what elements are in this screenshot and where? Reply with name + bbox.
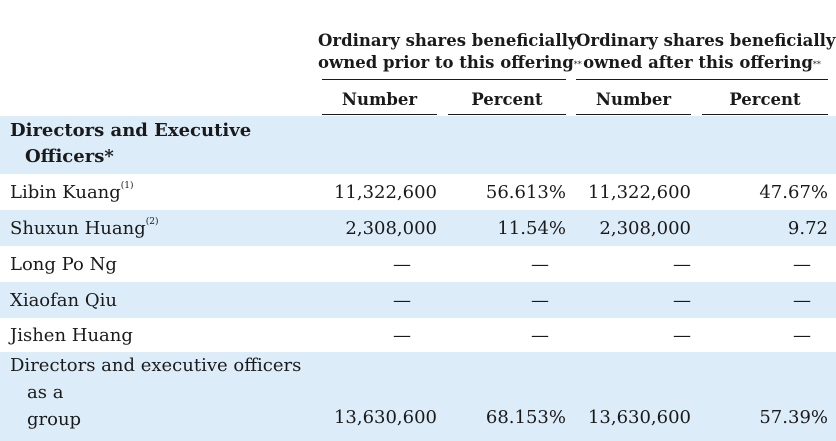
cell-number-prior: 2,308,000: [345, 218, 437, 239]
cell-percent-after: 47.67%: [759, 182, 828, 203]
group-header-after: Ordinary shares beneficially owned after…: [576, 30, 836, 74]
table-row: Xiaofan Qiu — — — —: [0, 282, 836, 318]
cell-number-after: —: [673, 290, 691, 311]
cell-percent-after: 9.72: [787, 218, 828, 239]
cell-number-after: —: [673, 254, 691, 275]
col-header-number-after-rule: [576, 114, 691, 115]
row-name: Long Po Ng: [10, 254, 117, 275]
cell-number-after: 2,308,000: [599, 218, 691, 239]
cell-percent-prior: 56.613%: [485, 182, 566, 203]
table-row: Libin Kuang(1) 11,322,600 56.613% 11,322…: [0, 174, 836, 210]
cell-percent-prior: 11.54%: [497, 218, 566, 239]
cell-percent-prior: —: [531, 325, 549, 346]
cell-percent-after: 57.39%: [759, 407, 828, 428]
row-name: Libin Kuang(1): [10, 181, 134, 203]
cell-percent-prior: 68.153%: [485, 407, 566, 428]
col-header-number-after: Number: [595, 90, 672, 109]
group-total-label: Directors and executive officers as a gr…: [10, 352, 301, 433]
group-header-prior-line2-wrap: owned prior to this offering**: [318, 52, 582, 74]
section-label: Directors and Executive Officers*: [10, 118, 251, 170]
col-header-percent-after: Percent: [729, 90, 801, 109]
group-header-after-line2: owned after this offering: [583, 53, 813, 72]
cell-percent-after: —: [793, 290, 811, 311]
cell-number-prior: —: [393, 325, 411, 346]
cell-percent-prior: —: [531, 290, 549, 311]
cell-number-after: 11,322,600: [587, 182, 691, 203]
row-name: Shuxun Huang(2): [10, 217, 159, 239]
cell-number-prior: —: [393, 254, 411, 275]
cell-number-prior: 13,630,600: [333, 407, 437, 428]
group-header-prior-mark: **: [573, 60, 582, 69]
group-header-prior-line1: Ordinary shares beneficially: [318, 31, 578, 50]
group-total-label-line2: as a: [27, 382, 64, 403]
table-row: Shuxun Huang(2) 2,308,000 11.54% 2,308,0…: [0, 210, 836, 246]
group-header-after-line2-wrap: owned after this offering**: [576, 52, 828, 74]
col-header-number-prior: Number: [341, 90, 418, 109]
group-header-prior-line2: owned prior to this offering: [318, 53, 574, 72]
cell-percent-after: —: [793, 325, 811, 346]
col-header-number-prior-rule: [322, 114, 437, 115]
section-label-line2: Officers*: [25, 146, 114, 167]
group-header-prior: Ordinary shares beneficially owned prior…: [318, 30, 582, 74]
row-name: Jishen Huang: [10, 325, 133, 346]
group-total-label-line3: group: [27, 409, 82, 430]
cell-number-after: 13,630,600: [587, 407, 691, 428]
row-name-text: Long Po Ng: [10, 254, 117, 275]
section-row-band: [0, 116, 836, 174]
table-row: Jishen Huang — — — —: [0, 318, 836, 352]
group-header-after-line1: Ordinary shares beneficially: [576, 31, 836, 50]
group-header-prior-rule: [322, 79, 566, 80]
row-name-text: Libin Kuang: [10, 182, 121, 203]
cell-number-prior: —: [393, 290, 411, 311]
table-row-group-total: Directors and executive officers as a gr…: [0, 352, 836, 441]
row-name: Xiaofan Qiu: [10, 290, 117, 311]
group-header-after-mark: **: [812, 60, 821, 69]
cell-number-prior: 11,322,600: [333, 182, 437, 203]
col-header-percent-prior: Percent: [471, 90, 543, 109]
cell-percent-prior: —: [531, 254, 549, 275]
cell-percent-after: —: [793, 254, 811, 275]
col-header-percent-after-rule: [702, 114, 828, 115]
cell-number-after: —: [673, 325, 691, 346]
table-row: Long Po Ng — — — —: [0, 246, 836, 282]
row-name-text: Xiaofan Qiu: [10, 290, 117, 311]
col-header-percent-prior-rule: [448, 114, 566, 115]
row-footnote-ref: (2): [145, 217, 159, 227]
row-name-text: Shuxun Huang: [10, 218, 146, 239]
group-header-after-rule: [576, 79, 828, 80]
row-footnote-ref: (1): [120, 181, 134, 191]
section-label-line1: Directors and Executive: [10, 120, 252, 141]
group-total-label-line1: Directors and executive officers: [10, 355, 302, 376]
row-name-text: Jishen Huang: [10, 325, 133, 346]
